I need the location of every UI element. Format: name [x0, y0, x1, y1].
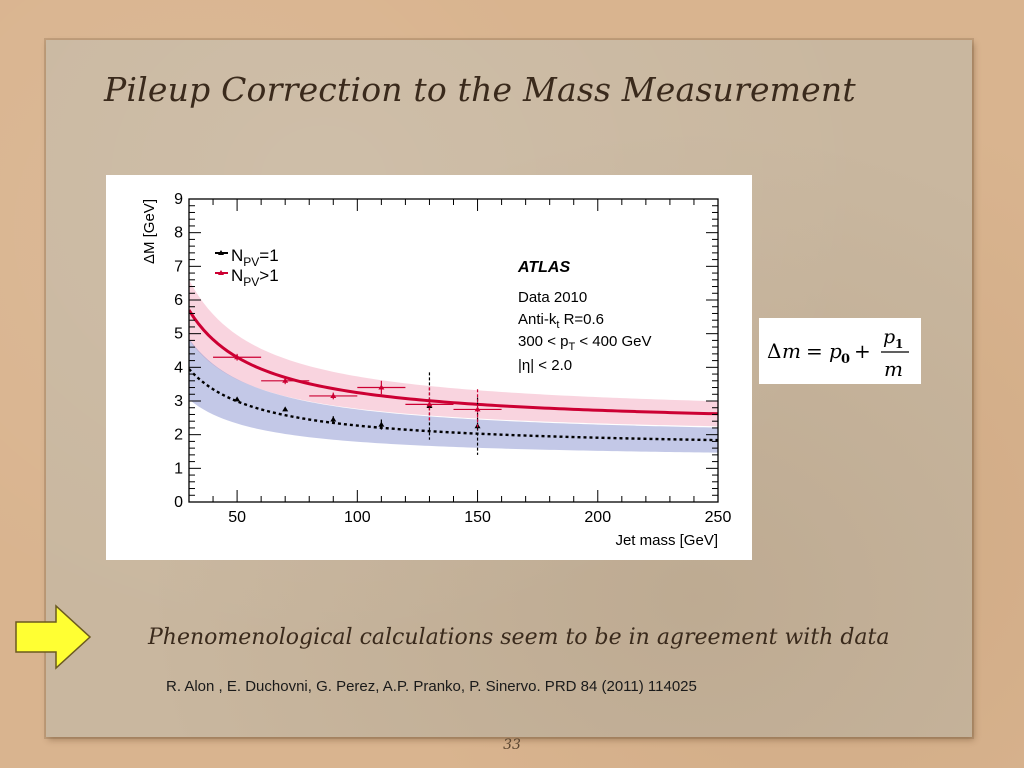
y-tick-label: 7: [174, 258, 183, 275]
x-tick-label: 50: [228, 509, 246, 526]
y-tick-label: 6: [174, 292, 183, 309]
y-tick-label: 3: [174, 393, 183, 410]
data-point-NPVgt1-3: [357, 380, 406, 395]
data-point-NPVgt1-0: [213, 353, 262, 361]
reference-citation: R. Alon , E. Duchovni, G. Perez, A.P. Pr…: [166, 678, 697, 695]
data-point-NPVeq1-1: [282, 406, 289, 412]
point-marker: [282, 377, 289, 383]
slide-title: Pileup Correction to the Mass Measuremen…: [104, 70, 856, 109]
point-marker: [474, 406, 481, 412]
annotation-data: Data 2010: [518, 289, 587, 306]
fit-curve-NPVeq1: [189, 368, 718, 442]
point-marker: [378, 384, 385, 390]
data-point-NPVgt1-4: [405, 387, 454, 422]
x-tick-label: 200: [584, 509, 611, 526]
point-marker: [378, 421, 385, 427]
formula-p0: p: [829, 339, 842, 363]
page-number: 33: [503, 737, 521, 753]
formula-m: m: [782, 339, 801, 363]
x-tick-label: 250: [705, 509, 732, 526]
y-tick-label: 0: [174, 494, 183, 511]
data-point-NPVgt1-2: [309, 392, 358, 400]
uncertainty-band-NPVgt1: [189, 279, 718, 427]
point-marker: [330, 392, 337, 398]
conclusion-statement: Phenomenological calculations seem to be…: [148, 625, 890, 650]
y-tick-label: 9: [174, 191, 183, 208]
formula-p1: p: [883, 326, 895, 348]
legend-marker-1: [218, 270, 224, 275]
y-tick-label: 5: [174, 326, 183, 343]
legend-marker-0: [218, 250, 224, 255]
y-tick-label: 2: [174, 427, 183, 444]
formula-plus: +: [854, 339, 871, 363]
point-marker: [234, 396, 241, 402]
data-point-NPVeq1-3: [378, 419, 385, 430]
formula-delta: Δ: [767, 339, 781, 363]
point-marker: [330, 416, 337, 422]
formula-sub0: 0: [841, 352, 850, 367]
mass-correction-chart: 50 100 150 200 250 0 1 2 3 4 5 6 7 8 9 Jet mass [GeV] ΔM…: [141, 191, 732, 549]
right-arrow-icon: [14, 604, 94, 674]
point-marker: [426, 401, 433, 407]
plot-frame: [188, 198, 719, 503]
annotation-algorithm: Anti-kt R=0.6: [518, 311, 604, 331]
point-marker: [282, 406, 289, 412]
annotation-pt-range: 300 < pT < 400 GeV: [518, 333, 652, 353]
point-marker: [234, 354, 241, 360]
data-point-NPVgt1-1: [261, 377, 310, 385]
y-axis-label: ΔM [GeV]: [141, 199, 158, 264]
legend-label-1: NPV>1: [231, 266, 279, 289]
x-tick-label: 150: [464, 509, 491, 526]
x-axis-label: Jet mass [GeV]: [615, 532, 718, 549]
formula-equals: =: [806, 339, 823, 363]
y-tick-label: 4: [174, 359, 183, 376]
formula-sub1: 1: [895, 337, 903, 351]
uncertainty-band-NPVeq1: [189, 338, 718, 453]
y-tick-label: 1: [174, 460, 183, 477]
legend-label-0: NPV=1: [231, 246, 279, 269]
data-point-NPVeq1-2: [330, 416, 337, 423]
data-point-NPVeq1-0: [234, 396, 241, 402]
x-tick-label: 100: [344, 509, 371, 526]
annotation-eta: |η| < 2.0: [518, 357, 572, 374]
data-point-NPVgt1-5: [453, 389, 502, 430]
atlas-plot: 50 100 150 200 250 0 1 2 3 4 5 6 7 8 9 Jet mass [GeV] ΔM…: [106, 175, 752, 560]
fit-curve-NPVgt1: [189, 309, 718, 416]
formula-denominator: m: [884, 357, 903, 381]
y-tick-label: 8: [174, 225, 183, 242]
fit-formula: Δ m = p 0 + p 1 m: [759, 318, 921, 384]
atlas-label: ATLAS: [517, 259, 570, 276]
